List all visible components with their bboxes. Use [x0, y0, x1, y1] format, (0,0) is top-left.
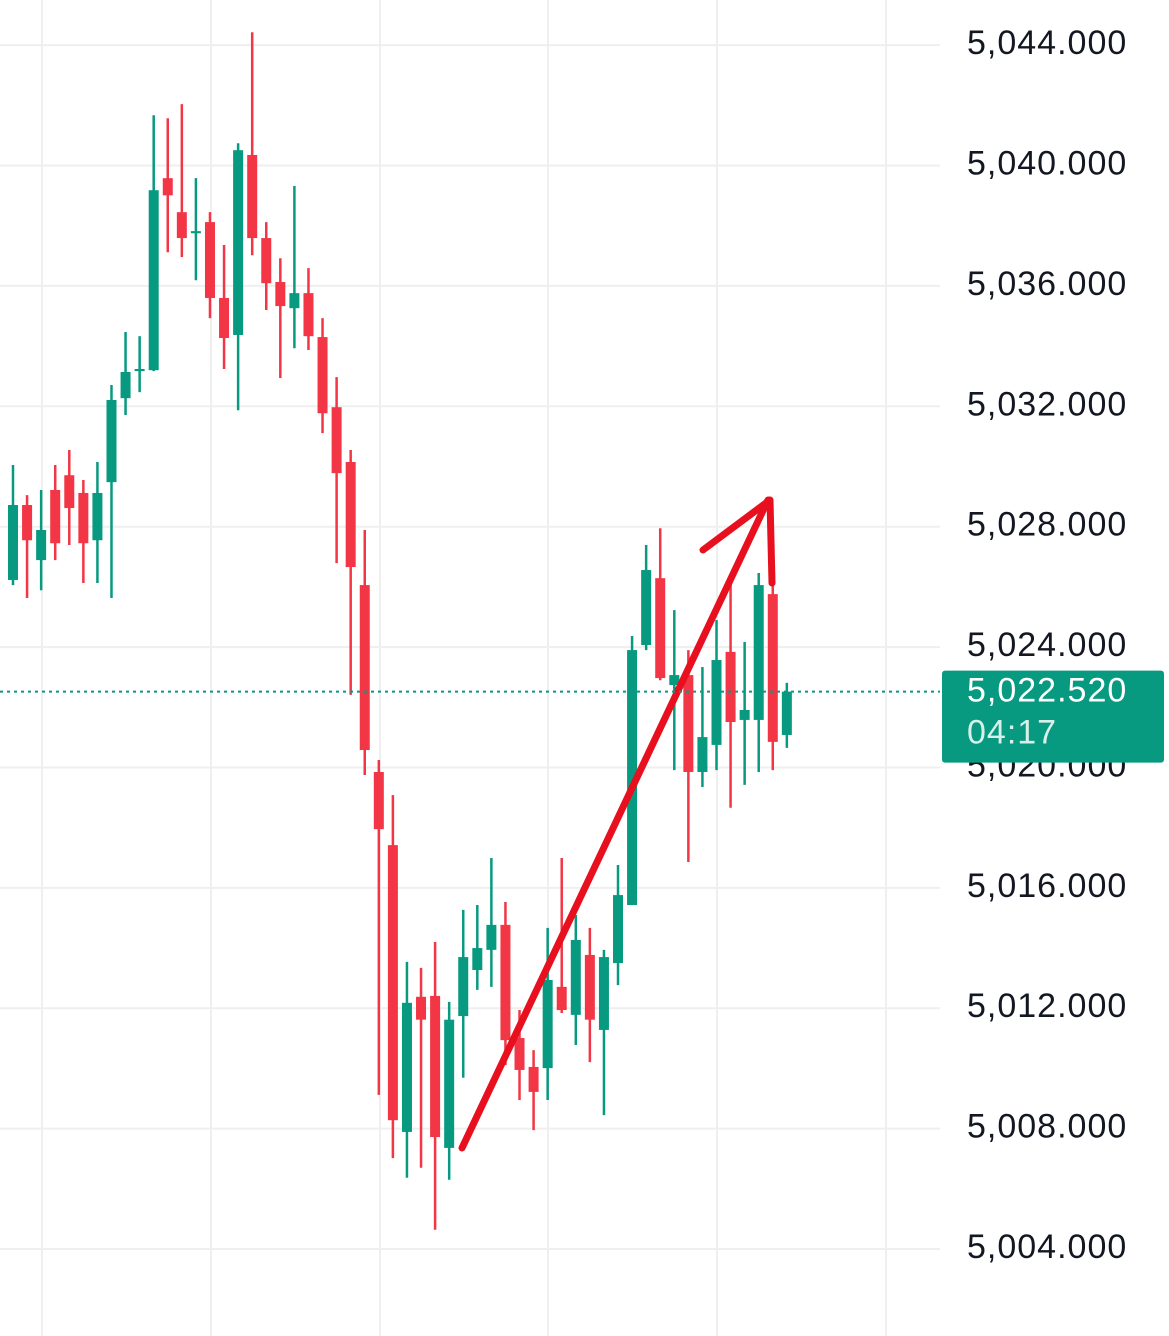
candle-body [233, 150, 244, 335]
candle-body [359, 585, 370, 751]
candle-body [78, 492, 89, 544]
candle-body [416, 996, 427, 1020]
candle-body [669, 675, 680, 686]
candle-body [64, 475, 75, 509]
candle-body [683, 675, 694, 772]
candle-body [598, 957, 609, 1030]
y-tick-label: 5,024.000 [967, 626, 1127, 664]
candle-body [275, 282, 286, 307]
candle-body [753, 585, 764, 720]
candle-body [373, 771, 384, 830]
candle-body [261, 238, 272, 284]
candle-body [387, 845, 398, 1121]
candle-body [627, 650, 638, 906]
plot: 5,004.000 5,008.000 5,012.000 5,016.000 5,02… [0, 24, 1127, 1266]
candle-body [430, 995, 441, 1138]
candle-body [584, 954, 595, 1020]
candle-body [134, 368, 145, 372]
arrow-shaft [458, 496, 772, 1152]
annotation-arrow [458, 496, 776, 1152]
candle-body [22, 505, 33, 541]
candle-body [120, 371, 131, 399]
candle-body [317, 337, 328, 414]
candle-body [655, 578, 666, 679]
candle-body [8, 505, 18, 580]
candle-body [162, 178, 173, 196]
candle-body [204, 222, 215, 298]
candle-body [542, 979, 553, 1069]
y-tick-label: 5,028.000 [967, 506, 1127, 544]
candle-body [289, 293, 300, 309]
candle-body [641, 570, 652, 645]
candle-body [444, 1019, 455, 1148]
y-tick-label: 5,008.000 [967, 1108, 1127, 1146]
candle-body [190, 231, 201, 234]
candle-body [176, 212, 187, 239]
last-price-box [942, 670, 1164, 763]
candle-body [50, 489, 61, 544]
candle-body [303, 293, 314, 337]
y-tick-label: 5,036.000 [967, 265, 1127, 303]
y-tick-label: 5,032.000 [967, 385, 1127, 423]
last-price-label: 5,022.520 [967, 672, 1127, 710]
candle-body [148, 190, 159, 371]
y-tick-label: 5,012.000 [967, 987, 1127, 1025]
candle-body [500, 924, 511, 1041]
candle-body [92, 492, 103, 541]
candle-body [331, 407, 342, 474]
candle-body [767, 594, 778, 742]
candle-body [36, 530, 47, 561]
y-tick-label: 5,004.000 [967, 1228, 1127, 1266]
candle-body [472, 948, 483, 971]
y-tick-label: 5,016.000 [967, 867, 1127, 905]
candle-body [570, 939, 581, 1015]
candle-body [401, 1002, 412, 1132]
arrow-head [699, 496, 776, 587]
candle-body [219, 297, 230, 338]
candle-body [556, 986, 567, 1011]
y-tick-label: 5,040.000 [967, 145, 1127, 183]
candle-body [345, 461, 356, 568]
y-tick-label: 5,044.000 [967, 24, 1127, 62]
candle-body [528, 1066, 539, 1092]
candle-body [781, 691, 792, 735]
candle-body [106, 399, 117, 483]
candle-body [739, 709, 750, 720]
candle-body [725, 651, 736, 723]
candle-body [697, 737, 708, 772]
candle-body [514, 1038, 525, 1070]
candle-body [711, 660, 722, 745]
countdown: 04:17 [967, 714, 1057, 752]
candle-body [458, 957, 469, 1017]
candle-body [613, 895, 624, 964]
candle-body [486, 924, 497, 950]
candle-body [247, 154, 258, 239]
